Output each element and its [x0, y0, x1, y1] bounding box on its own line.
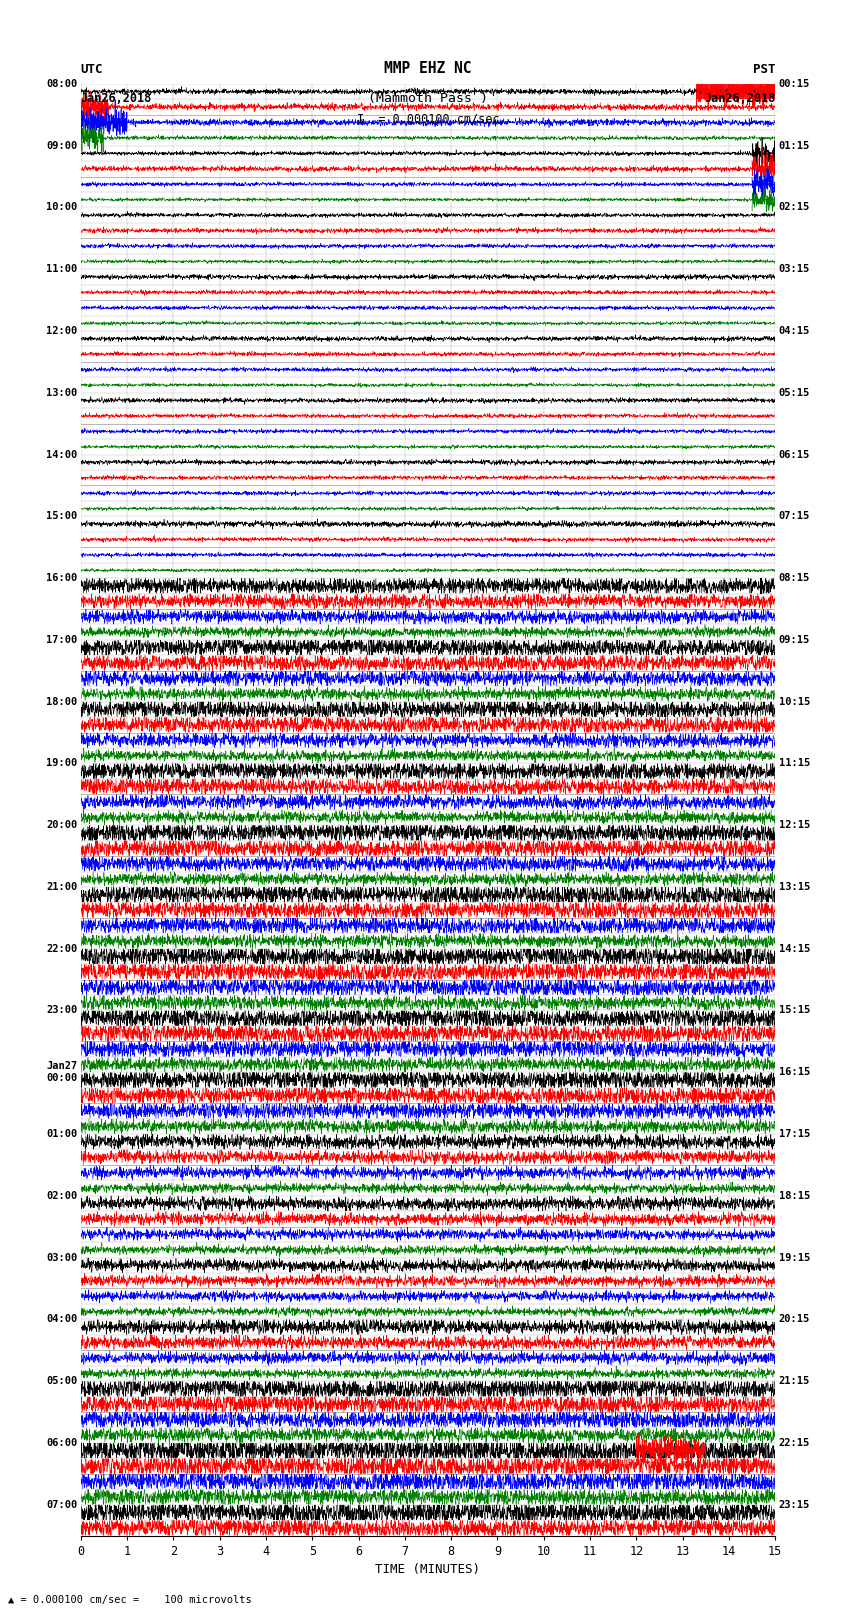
Text: 04:15: 04:15 [779, 326, 810, 336]
Text: Jan27
00:00: Jan27 00:00 [46, 1061, 77, 1082]
Text: 14:15: 14:15 [779, 944, 810, 953]
Text: 15:15: 15:15 [779, 1005, 810, 1016]
Text: 03:00: 03:00 [46, 1253, 77, 1263]
Text: UTC: UTC [81, 63, 103, 76]
Text: 09:15: 09:15 [779, 636, 810, 645]
Text: 07:00: 07:00 [46, 1500, 77, 1510]
Text: 10:00: 10:00 [46, 202, 77, 213]
Text: 20:15: 20:15 [779, 1315, 810, 1324]
Text: 21:15: 21:15 [779, 1376, 810, 1386]
Text: 17:15: 17:15 [779, 1129, 810, 1139]
Text: 08:00: 08:00 [46, 79, 77, 89]
Text: 13:15: 13:15 [779, 882, 810, 892]
Text: 05:00: 05:00 [46, 1376, 77, 1386]
Text: 12:15: 12:15 [779, 819, 810, 831]
Text: MMP EHZ NC: MMP EHZ NC [384, 61, 472, 76]
Text: 17:00: 17:00 [46, 636, 77, 645]
Text: 03:15: 03:15 [779, 265, 810, 274]
Text: 02:15: 02:15 [779, 202, 810, 213]
Text: 23:15: 23:15 [779, 1500, 810, 1510]
Text: 02:00: 02:00 [46, 1190, 77, 1200]
Text: 22:00: 22:00 [46, 944, 77, 953]
Text: 00:15: 00:15 [779, 79, 810, 89]
Text: PST: PST [753, 63, 775, 76]
Text: 16:00: 16:00 [46, 573, 77, 582]
Text: 06:15: 06:15 [779, 450, 810, 460]
Text: 11:00: 11:00 [46, 265, 77, 274]
Text: 01:00: 01:00 [46, 1129, 77, 1139]
Text: 15:00: 15:00 [46, 511, 77, 521]
Text: 20:00: 20:00 [46, 819, 77, 831]
Text: 07:15: 07:15 [779, 511, 810, 521]
Text: 12:00: 12:00 [46, 326, 77, 336]
Text: 05:15: 05:15 [779, 387, 810, 398]
Text: 19:00: 19:00 [46, 758, 77, 768]
Text: 04:00: 04:00 [46, 1315, 77, 1324]
Text: 08:15: 08:15 [779, 573, 810, 582]
Text: 16:15: 16:15 [779, 1068, 810, 1077]
Text: Jan26,2018: Jan26,2018 [81, 92, 152, 105]
X-axis label: TIME (MINUTES): TIME (MINUTES) [376, 1563, 480, 1576]
Text: 19:15: 19:15 [779, 1253, 810, 1263]
Text: 21:00: 21:00 [46, 882, 77, 892]
Text: 23:00: 23:00 [46, 1005, 77, 1016]
Text: (Mammoth Pass ): (Mammoth Pass ) [368, 92, 488, 105]
Text: 11:15: 11:15 [779, 758, 810, 768]
Text: 13:00: 13:00 [46, 387, 77, 398]
Text: 01:15: 01:15 [779, 140, 810, 150]
Text: 06:00: 06:00 [46, 1437, 77, 1448]
Text: 09:00: 09:00 [46, 140, 77, 150]
Text: 10:15: 10:15 [779, 697, 810, 706]
Text: I  = 0.000100 cm/sec: I = 0.000100 cm/sec [357, 113, 499, 126]
Text: 18:15: 18:15 [779, 1190, 810, 1200]
Text: 22:15: 22:15 [779, 1437, 810, 1448]
Text: 14:00: 14:00 [46, 450, 77, 460]
Text: ▲ = 0.000100 cm/sec =    100 microvolts: ▲ = 0.000100 cm/sec = 100 microvolts [8, 1595, 252, 1605]
Text: Jan26,2018: Jan26,2018 [704, 92, 775, 105]
Text: 18:00: 18:00 [46, 697, 77, 706]
